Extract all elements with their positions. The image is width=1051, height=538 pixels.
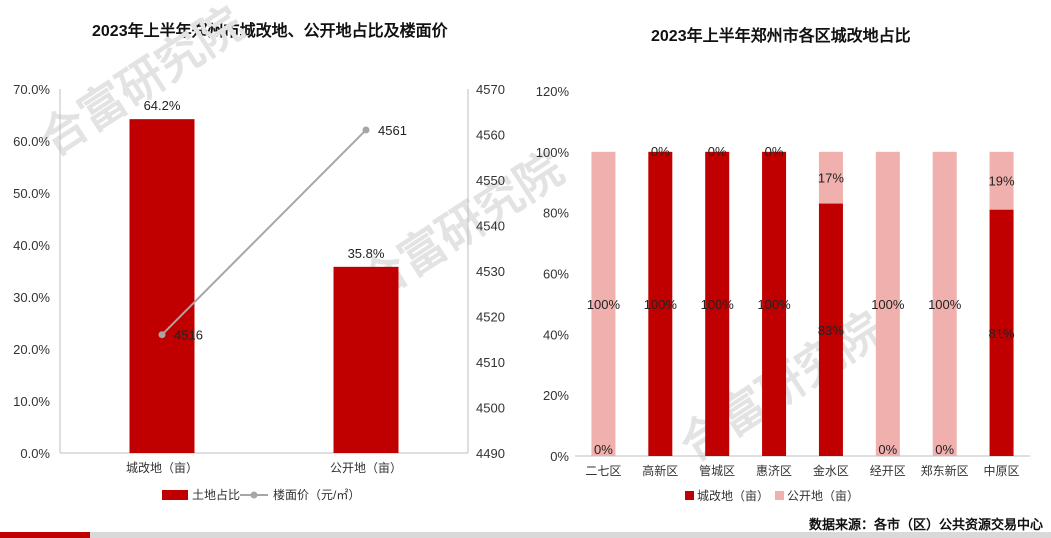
- c2-category-label: 惠济区: [756, 463, 792, 478]
- c1-legend-line-label: 楼面价（元/㎡）: [273, 487, 360, 502]
- c2-label-gongkai: 19%: [989, 174, 1015, 189]
- c2-category-label: 郑东新区: [921, 463, 969, 478]
- c2-label-gongkai: 17%: [818, 171, 844, 186]
- c2-label-gongkai: 100%: [871, 297, 905, 312]
- c1-right-tick: 4550: [476, 173, 505, 188]
- c2-y-tick: 120%: [536, 84, 570, 99]
- c2-label-gongkai: 0%: [765, 144, 784, 159]
- c1-bar-label: 35.8%: [348, 246, 385, 261]
- c1-right-tick: 4530: [476, 264, 505, 279]
- c1-price-point: [362, 126, 370, 134]
- footer-bar: [0, 532, 1051, 538]
- c2-label-gongkai: 0%: [651, 144, 670, 159]
- c2-y-tick: 20%: [543, 388, 569, 403]
- c1-category-label: 城改地（亩）: [126, 460, 198, 475]
- c2-label-gongkai: 100%: [928, 297, 962, 312]
- c2-label-chenggai: 81%: [989, 326, 1015, 341]
- c2-label-chenggai: 100%: [701, 297, 735, 312]
- c1-legend-bar-label: 土地占比: [192, 487, 240, 502]
- c1-price-label: 4516: [174, 328, 203, 343]
- c2-legend-label-chenggai: 城改地（亩）: [697, 488, 769, 503]
- c2-y-tick: 0%: [550, 449, 569, 464]
- c2-label-chenggai: 0%: [935, 442, 954, 457]
- c1-bar: [333, 266, 399, 453]
- c1-right-tick: 4500: [476, 401, 505, 416]
- c2-bar-gongkai: [818, 151, 843, 204]
- c2-bar-chenggai: [762, 151, 787, 457]
- c1-right-tick: 4560: [476, 128, 505, 143]
- c2-label-gongkai: 0%: [708, 144, 727, 159]
- c2-category-label: 二七区: [585, 464, 621, 478]
- c1-price-point: [158, 331, 166, 339]
- c2-label-chenggai: 100%: [644, 297, 678, 312]
- c2-category-label: 金水区: [813, 463, 849, 478]
- c2-bar-gongkai: [989, 151, 1014, 210]
- c1-bar-label: 64.2%: [144, 98, 181, 113]
- c2-legend-label-gongkai: 公开地（亩）: [787, 488, 859, 503]
- c2-legend-swatch-gongkai: [775, 491, 784, 500]
- c2-label-gongkai: 100%: [587, 297, 621, 312]
- c2-label-chenggai: 100%: [757, 297, 791, 312]
- c2-legend-swatch-chenggai: [685, 491, 694, 500]
- c1-left-tick: 40.0%: [13, 238, 50, 253]
- c1-price-label: 4561: [378, 123, 407, 138]
- c1-right-tick: 4570: [476, 82, 505, 97]
- c2-bar-chenggai: [989, 209, 1014, 456]
- c1-left-tick: 70.0%: [13, 82, 50, 97]
- c2-category-label: 高新区: [642, 463, 678, 478]
- c2-y-tick: 100%: [536, 145, 570, 160]
- c2-category-label: 管城区: [699, 463, 735, 478]
- c1-right-tick: 4510: [476, 355, 505, 370]
- source-note: 数据来源：各市（区）公共资源交易中心: [808, 517, 1043, 532]
- c2-y-tick: 40%: [543, 327, 569, 342]
- c2-bar-chenggai: [648, 151, 673, 457]
- c1-left-tick: 60.0%: [13, 134, 50, 149]
- footer-accent: [0, 532, 90, 538]
- c1-category-label: 公开地（亩）: [330, 460, 402, 475]
- c1-legend-bar-swatch: [162, 490, 188, 500]
- c2-y-tick: 80%: [543, 206, 569, 221]
- chart1-title: 2023年上半年郑州市城改地、公开地占比及楼面价: [92, 23, 448, 40]
- c1-right-tick: 4540: [476, 219, 505, 234]
- c1-left-tick: 50.0%: [13, 186, 50, 201]
- c1-price-line: [161, 129, 367, 336]
- c2-bar-gongkai: [591, 151, 616, 457]
- c2-label-chenggai: 0%: [594, 442, 613, 457]
- c2-category-label: 经开区: [870, 464, 906, 478]
- c2-label-chenggai: 83%: [818, 323, 844, 338]
- c2-bar-gongkai: [932, 151, 957, 457]
- c2-bar-gongkai: [875, 151, 900, 457]
- c1-bar: [129, 119, 195, 453]
- c1-left-tick: 0.0%: [20, 446, 50, 461]
- c1-legend-line-marker: [250, 491, 258, 499]
- c1-left-tick: 10.0%: [13, 394, 50, 409]
- c2-bar-chenggai: [705, 151, 730, 457]
- c1-right-tick: 4490: [476, 446, 505, 461]
- c2-category-label: 中原区: [984, 463, 1020, 478]
- chart2-title: 2023年上半年郑州市各区城改地占比: [651, 28, 911, 45]
- c2-label-chenggai: 0%: [878, 442, 897, 457]
- c1-right-tick: 4520: [476, 310, 505, 325]
- c2-bar-chenggai: [818, 203, 843, 456]
- c1-left-tick: 20.0%: [13, 342, 50, 357]
- c1-left-tick: 30.0%: [13, 290, 50, 305]
- c2-y-tick: 60%: [543, 267, 569, 282]
